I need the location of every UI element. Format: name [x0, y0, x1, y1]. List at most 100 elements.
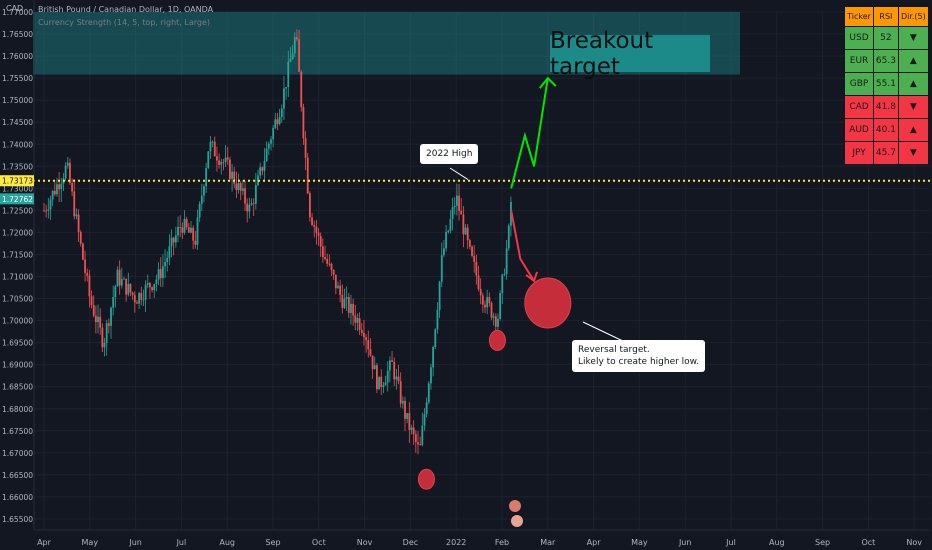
candle-body — [274, 119, 277, 128]
candle-body — [328, 263, 331, 265]
candle — [315, 219, 318, 245]
candle-body — [125, 278, 128, 295]
candle-body — [103, 342, 106, 348]
target-marker — [488, 329, 506, 351]
dir-cell: ▲ — [897, 118, 930, 142]
candle — [505, 239, 508, 280]
candle — [417, 431, 419, 455]
candle — [177, 216, 179, 243]
candle-body — [239, 183, 242, 191]
event-icon — [509, 500, 521, 512]
table-row: JPY 45.7 ▼ — [843, 141, 930, 165]
candle-body — [155, 279, 158, 285]
candle-body — [337, 285, 339, 289]
candle-body — [75, 214, 78, 217]
candle — [250, 198, 253, 206]
candle-body — [388, 360, 391, 371]
candle — [378, 376, 380, 390]
candle-body — [410, 427, 413, 430]
candle — [490, 301, 493, 321]
candle-body — [69, 162, 71, 184]
event-icon — [511, 515, 523, 527]
candle-body — [423, 414, 426, 426]
candle — [475, 254, 478, 285]
candle-body — [60, 183, 63, 190]
candle — [136, 300, 138, 304]
candle-body — [319, 235, 322, 247]
high-2022-text: 2022 High — [426, 149, 473, 159]
candle — [168, 234, 171, 266]
candle-body — [172, 237, 175, 243]
candle — [462, 206, 465, 248]
candle-body — [291, 53, 294, 60]
breakout-target-label: Breakout target — [550, 28, 710, 80]
candle — [133, 291, 136, 313]
candle-body — [451, 207, 454, 219]
currency-strength-table: Ticker RSI Dir.(5) USD 52 ▼ EUR 65.3 ▲ G… — [843, 6, 930, 165]
time-tick-label: Jun — [128, 538, 142, 547]
candle — [125, 278, 128, 302]
price-tick-label: 1.74500 — [2, 118, 33, 127]
price-tick-label: 1.71500 — [2, 250, 33, 259]
candle — [235, 171, 238, 199]
candle-body — [151, 287, 153, 291]
candle — [172, 236, 175, 256]
candle — [484, 300, 486, 314]
candle — [371, 355, 374, 380]
candle — [430, 363, 432, 390]
candle — [254, 172, 257, 210]
candle — [45, 204, 48, 218]
candle-body — [259, 167, 262, 176]
candle-body — [315, 226, 318, 233]
candle-body — [183, 218, 186, 233]
price-tick-label: 1.73000 — [2, 184, 33, 193]
candle — [239, 181, 242, 201]
candle — [401, 396, 404, 409]
candle — [404, 396, 406, 432]
candle — [53, 182, 56, 197]
rsi-cell: 45.7 — [873, 141, 899, 165]
candle-body — [170, 237, 173, 247]
candle — [267, 141, 270, 155]
candle — [261, 166, 264, 176]
time-tick-label: May — [82, 538, 99, 547]
candle-body — [94, 315, 97, 323]
candle — [94, 305, 97, 334]
candle — [328, 254, 331, 267]
candle-body — [97, 316, 99, 323]
candle — [438, 280, 441, 318]
candle-body — [408, 413, 411, 430]
candle — [203, 184, 205, 203]
candle — [319, 232, 322, 257]
candle-body — [86, 272, 89, 276]
candle — [293, 32, 296, 58]
candle-body — [421, 425, 424, 445]
candle-body — [187, 227, 190, 233]
candle-body — [66, 162, 69, 166]
price-tick-label: 1.68500 — [2, 383, 33, 392]
candle — [321, 238, 324, 263]
candle-body — [445, 232, 447, 249]
candle — [391, 350, 393, 363]
candle-body — [365, 337, 368, 341]
candle-body — [179, 226, 182, 228]
candle-body — [153, 284, 156, 291]
candle — [388, 356, 391, 383]
candle-body — [47, 209, 50, 211]
candle-body — [90, 296, 93, 306]
table-row: AUD 40.1 ▲ — [843, 118, 930, 142]
candle-body — [503, 274, 506, 275]
candle — [425, 397, 428, 418]
candle-body — [432, 346, 435, 368]
candle — [229, 156, 231, 181]
candle — [71, 178, 74, 197]
candle — [324, 245, 326, 261]
candle — [155, 274, 158, 292]
candle-body — [157, 269, 160, 280]
candle-body — [427, 383, 430, 403]
candle — [222, 158, 225, 171]
candle — [455, 183, 458, 216]
candle — [278, 108, 281, 126]
